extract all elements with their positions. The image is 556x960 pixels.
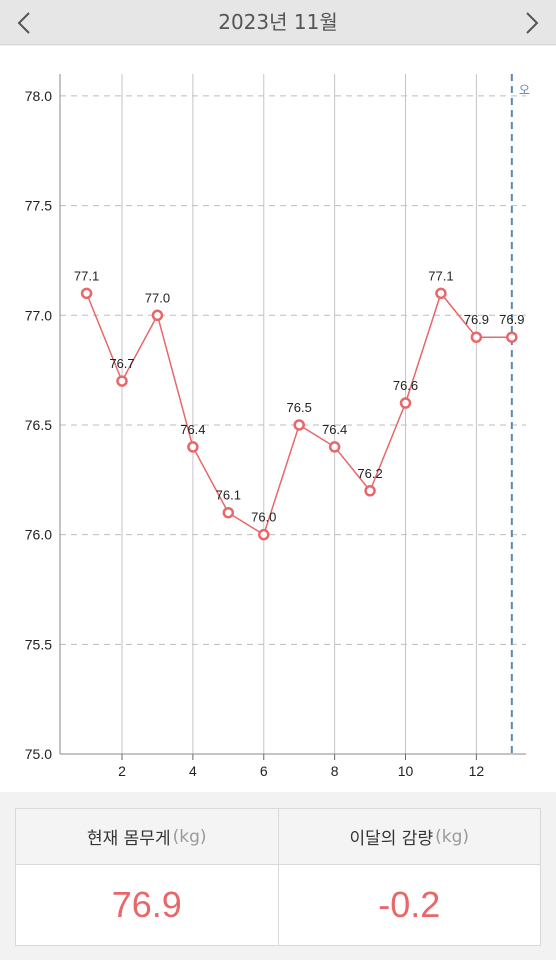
data-label: 76.5	[287, 400, 312, 415]
monthly-change-column: 이달의 감량 (kg) -0.2	[277, 809, 540, 945]
x-tick-label: 10	[398, 763, 414, 779]
x-tick-label: 6	[260, 763, 268, 779]
current-weight-header: 현재 몸무게 (kg)	[16, 809, 278, 865]
data-label: 77.0	[145, 290, 170, 305]
current-weight-column: 현재 몸무게 (kg) 76.9	[16, 809, 278, 945]
x-tick-label: 12	[469, 763, 485, 779]
current-weight-value: 76.9	[111, 884, 182, 925]
summary-table: 현재 몸무게 (kg) 76.9 이달의 감량 (kg) -0.2	[15, 808, 541, 946]
prev-month-button[interactable]	[2, 0, 46, 45]
y-tick-label: 77.0	[25, 307, 52, 323]
data-point	[258, 528, 270, 541]
y-tick-label: 76.5	[25, 417, 52, 433]
data-point	[151, 309, 164, 322]
x-tick-label: 2	[118, 763, 126, 779]
today-marker-label: 오	[519, 83, 530, 97]
data-label: 76.9	[499, 312, 524, 327]
month-title: 2023년 11월	[218, 10, 338, 34]
data-label: 76.0	[251, 510, 276, 525]
current-weight-unit: (kg)	[172, 826, 207, 847]
monthly-change-label: 이달의 감량	[349, 829, 434, 849]
monthly-change-value: -0.2	[378, 884, 441, 925]
weight-line-chart: 75.0 75.5 76.0 76.5 77.0 77.5 78.0 2 4 6 8 10 12 오 77.…	[25, 74, 530, 779]
data-label: 76.7	[109, 356, 134, 371]
y-tick-label: 77.5	[25, 198, 52, 214]
data-label: 76.4	[322, 422, 347, 437]
data-label: 76.2	[357, 466, 382, 481]
y-tick-label: 75.5	[25, 636, 52, 652]
data-point	[293, 419, 305, 431]
data-label: 76.1	[216, 488, 241, 503]
data-label: 77.1	[74, 268, 99, 283]
data-point	[328, 441, 341, 453]
data-label: 76.4	[180, 422, 205, 437]
y-tick-label: 76.0	[25, 527, 52, 543]
chevron-left-icon	[17, 11, 30, 34]
month-header: 2023년 11월	[0, 0, 556, 45]
x-tick-label: 4	[189, 763, 197, 779]
x-tick-label: 8	[331, 763, 339, 779]
y-tick-label: 75.0	[25, 746, 52, 762]
data-point	[80, 287, 93, 300]
data-point	[399, 397, 412, 409]
data-label: 76.9	[464, 312, 489, 327]
data-point	[506, 331, 518, 343]
chevron-right-icon	[526, 11, 539, 34]
data-point	[187, 441, 199, 453]
data-point	[116, 375, 128, 387]
monthly-change-unit: (kg)	[435, 826, 469, 847]
data-point	[470, 331, 483, 343]
data-point	[222, 506, 235, 519]
monthly-change-header: 이달의 감량 (kg)	[278, 809, 540, 865]
data-label: 77.1	[428, 268, 453, 283]
next-month-button[interactable]	[510, 0, 554, 45]
data-label: 76.6	[393, 378, 418, 393]
data-point	[364, 485, 376, 497]
y-tick-label: 78.0	[25, 88, 52, 104]
current-weight-label: 현재 몸무게	[86, 829, 171, 849]
data-point	[435, 287, 447, 300]
weight-chart-area: 75.0 75.5 76.0 76.5 77.0 77.5 78.0 2 4 6 8 10 12 오 77.…	[0, 46, 556, 792]
